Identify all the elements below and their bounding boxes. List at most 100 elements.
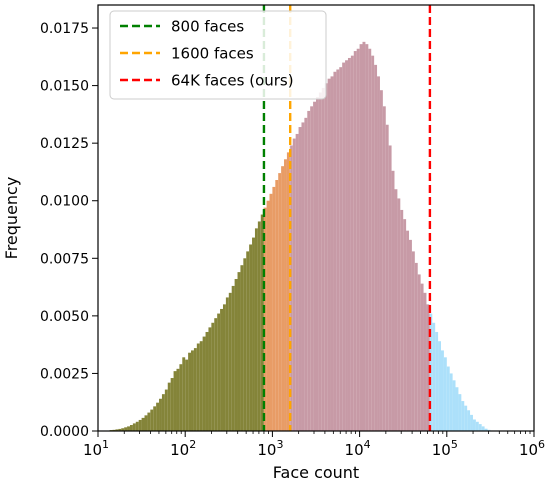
histogram-bar xyxy=(118,428,122,431)
histogram-bar xyxy=(391,170,395,431)
histogram-bar xyxy=(336,69,340,431)
histogram-bar xyxy=(440,350,444,431)
histogram-bar xyxy=(173,371,177,431)
histogram-bar xyxy=(272,186,276,431)
y-tick-label: 0.0000 xyxy=(40,424,89,440)
histogram-bar xyxy=(394,189,398,431)
histogram-bar xyxy=(153,406,157,431)
histogram-bar xyxy=(254,228,258,431)
histogram-bar xyxy=(478,424,482,431)
histogram-bar xyxy=(211,322,215,431)
histogram-bar xyxy=(330,76,334,431)
histogram-bar xyxy=(356,48,360,432)
threshold-lines xyxy=(262,5,432,431)
histogram-bar xyxy=(214,318,218,431)
histogram-bar xyxy=(484,428,488,431)
histogram-bar xyxy=(182,357,186,431)
histogram-bar xyxy=(237,272,241,431)
histogram-bar xyxy=(188,352,192,431)
histogram-bar xyxy=(115,429,119,431)
histogram-bar xyxy=(240,265,244,431)
histogram-bar xyxy=(281,166,285,431)
histogram-bar xyxy=(458,394,462,431)
histogram-bar xyxy=(342,62,346,431)
histogram-bar xyxy=(138,419,142,431)
legend-label: 64K faces (ours) xyxy=(171,72,294,90)
histogram-bar xyxy=(150,409,154,431)
x-axis-label: Face count xyxy=(273,463,359,482)
histogram-bar xyxy=(470,414,473,431)
histogram-bar xyxy=(284,159,287,432)
histogram-bar xyxy=(292,138,296,431)
histogram-bar xyxy=(374,64,378,431)
histogram-bar xyxy=(269,193,273,431)
x-tick-label: 104 xyxy=(345,438,371,459)
histogram-bar xyxy=(217,313,221,431)
histogram-bar xyxy=(220,308,223,431)
histogram-bar xyxy=(443,357,447,431)
histogram-bar xyxy=(409,239,412,431)
histogram-bar xyxy=(304,117,308,432)
histogram-bar xyxy=(313,101,316,432)
histogram-bar xyxy=(316,97,319,432)
histogram-bar xyxy=(191,350,194,431)
histogram-bar xyxy=(141,417,145,431)
histogram-bar xyxy=(417,274,421,431)
legend-box xyxy=(109,10,327,100)
histogram-bar xyxy=(353,51,357,432)
y-tick-label: 0.0025 xyxy=(40,366,89,382)
histogram-bar xyxy=(368,48,372,432)
x-tick-label: 103 xyxy=(257,438,283,459)
histogram-bar xyxy=(411,251,415,431)
histogram-bar xyxy=(205,331,209,431)
histogram-bar xyxy=(423,292,427,431)
legend: 800 faces 1600 faces 64K faces (ours) xyxy=(109,10,327,100)
histogram-bar xyxy=(161,394,165,431)
x-axis: 101 102 103 104 105 106 xyxy=(83,431,545,459)
histogram-bar xyxy=(464,405,468,431)
histogram-bar xyxy=(333,71,337,431)
histogram-bar xyxy=(275,180,279,431)
histogram-bar xyxy=(170,378,174,431)
y-tick-label: 0.0125 xyxy=(40,136,89,152)
legend-label: 1600 faces xyxy=(171,45,254,63)
histogram-bar xyxy=(208,327,212,431)
histogram-bar xyxy=(266,200,270,431)
histogram-bar xyxy=(359,44,363,432)
histogram-bar xyxy=(243,258,247,431)
histogram-bar xyxy=(147,412,151,431)
histogram-bar xyxy=(144,415,148,431)
histogram-bar xyxy=(481,426,485,431)
histogram-bar xyxy=(449,373,453,431)
histogram-bar xyxy=(129,425,133,431)
histogram-bar xyxy=(246,251,250,431)
histogram-bar xyxy=(420,283,424,431)
x-tick-label: 101 xyxy=(83,438,109,459)
histogram-bar xyxy=(406,230,410,431)
histogram-bar xyxy=(365,44,369,432)
histogram-bar xyxy=(414,262,418,431)
y-axis: 0.0000 0.0025 0.0050 0.0075 0.0100 0.0125 0.01… xyxy=(40,21,98,440)
histogram-bar xyxy=(472,419,476,431)
histogram-bar xyxy=(121,428,125,431)
histogram-bar xyxy=(159,398,162,431)
histogram-bar xyxy=(257,221,261,431)
histogram-bar xyxy=(199,341,203,431)
histogram-bar xyxy=(382,106,386,432)
histogram-bar xyxy=(222,304,226,431)
histogram-bar xyxy=(379,90,383,431)
histogram-bar xyxy=(228,292,232,431)
histogram-bar xyxy=(362,41,366,432)
y-tick-label: 0.0150 xyxy=(40,79,89,95)
histogram-bar xyxy=(435,331,439,431)
x-tick-label: 102 xyxy=(170,438,196,459)
histogram-bar xyxy=(345,60,348,432)
histogram-bar xyxy=(193,348,197,431)
histogram-bar xyxy=(403,219,407,431)
histogram-bar xyxy=(388,145,392,432)
histogram-bar xyxy=(202,336,206,431)
histogram-bar xyxy=(127,426,130,431)
histogram-bar xyxy=(400,209,404,431)
histogram-bar xyxy=(432,322,436,431)
histogram-bar xyxy=(234,279,238,431)
